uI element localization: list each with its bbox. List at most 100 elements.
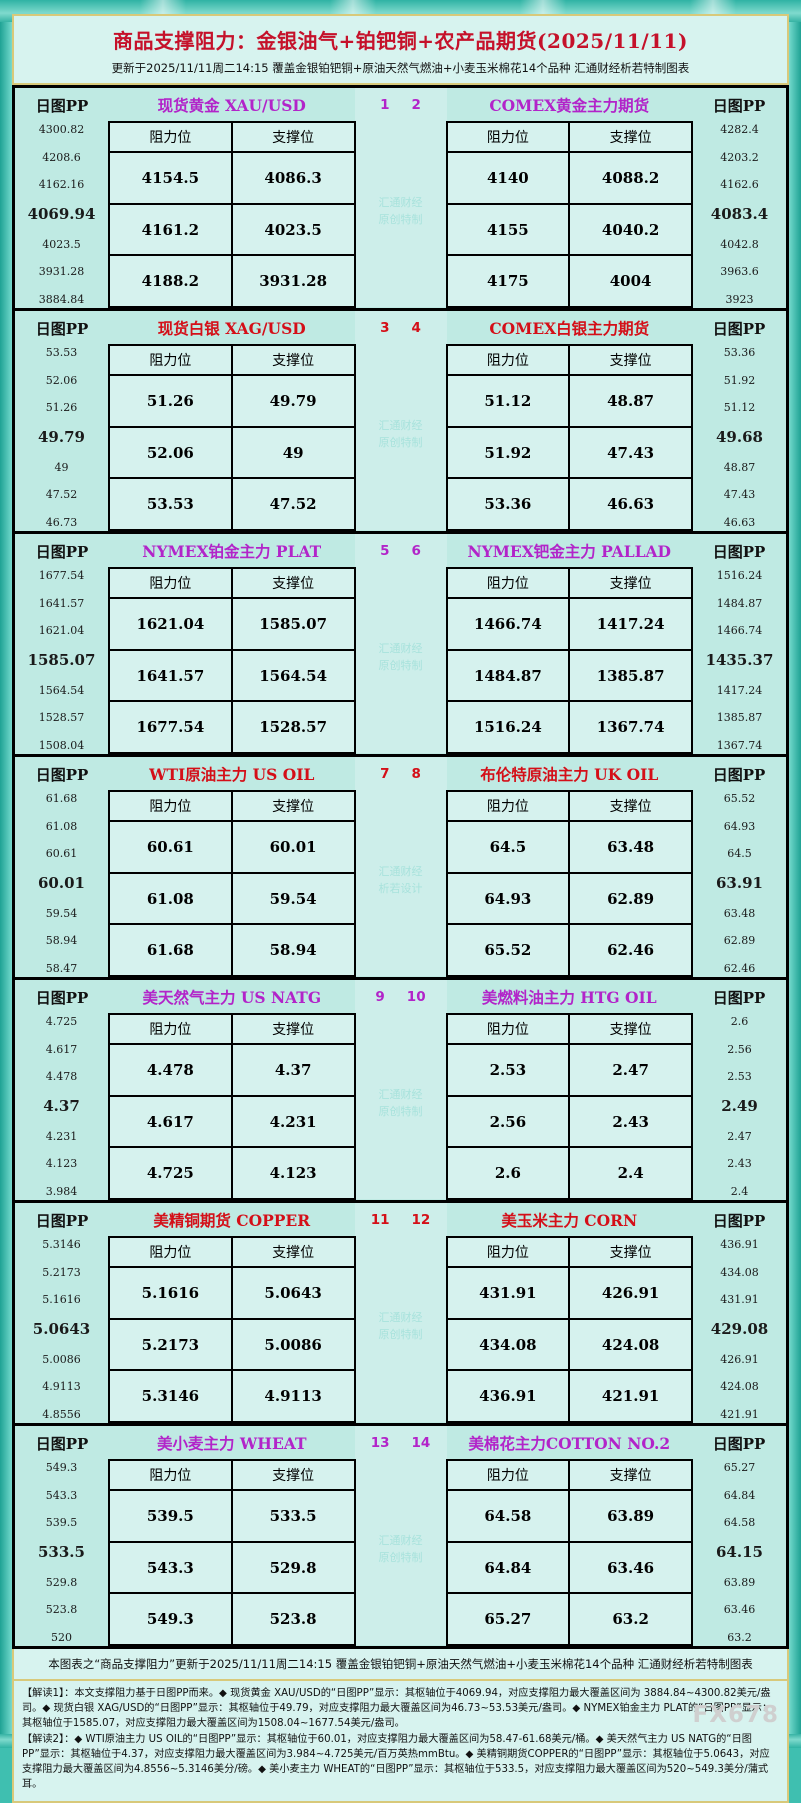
support-value-right: 47.43 <box>568 425 693 480</box>
pivot-value: 4.231 <box>45 1129 78 1143</box>
support-value-left: 4.9113 <box>230 1369 356 1423</box>
pivot-value: 1417.24 <box>716 683 763 697</box>
footer-summary: 本图表之“商品支撑阻力”更新于2025/11/11周二14:15 覆盖金银铂钯铜… <box>12 1649 789 1681</box>
resistance-value-left: 5.3146 <box>108 1369 233 1423</box>
pp-label-left: 日图PP <box>15 534 109 568</box>
pivot-value: 2.43 <box>727 1157 752 1171</box>
block-header-row: 日图PP 现货白银 XAG/USD 3 4 COMEX白银主力期货 日图PP <box>15 311 786 345</box>
pivot-point-column: 65.52 64.93 64.5 63.91 63.48 62.89 62.46 <box>693 791 786 976</box>
table-row: 4.725 4.123 2.6 2.4 <box>15 1146 786 1200</box>
instrument-block: 日图PP NYMEX铂金主力 PLAT 5 6 NYMEX钯金主力 PALLAD 日图PP… <box>15 534 786 757</box>
resistance-value-right: 51.12 <box>445 374 571 428</box>
resistance-value-right: 4140 <box>445 151 571 205</box>
pivot-value: 5.1616 <box>42 1293 81 1307</box>
pivot-value: 434.08 <box>720 1265 759 1279</box>
resistance-value-right: 51.92 <box>445 425 571 480</box>
watermark-text: 析若设计 <box>378 881 423 895</box>
instrument-name-left: 现货黄金 XAU/USD <box>109 88 355 122</box>
resistance-value-left: 4.725 <box>108 1146 233 1200</box>
watermark-text: 汇通财经 <box>378 419 423 432</box>
support-value-right: 421.91 <box>568 1369 693 1423</box>
instrument-block: 日图PP 现货白银 XAG/USD 3 4 COMEX白银主力期货 日图PP 53.53 52… <box>15 311 786 534</box>
pivot-point-column: 5.3146 5.2173 5.1616 5.0643 5.0086 4.9113 4.85… <box>15 1237 108 1422</box>
note-1: 【解读1】：本文支撑阻力基于日图PP而来。◆ 现货黄金 XAU/USD的“日图P… <box>22 1688 773 1729</box>
instrument-name-right: 美玉米主力 CORN <box>446 1203 692 1237</box>
watermark-text: 汇通财经 <box>378 196 423 209</box>
table-row: 549.3 523.8 65.27 63.2 <box>15 1592 786 1646</box>
resistance-value-right: 2.53 <box>445 1043 571 1097</box>
pivot-value: 51.92 <box>723 373 756 387</box>
pivot-value: 1516.24 <box>716 569 763 582</box>
center-watermark-column: 汇通财经 原创特制 <box>354 1237 447 1422</box>
pivot-value: 61.08 <box>45 819 78 833</box>
pivot-point-column: 4282.4 4203.2 4162.6 4083.4 4042.8 3963.6 3923 <box>693 122 786 307</box>
table-row: 4.617 4.231 2.56 2.43 <box>15 1094 786 1149</box>
center-watermark-column: 汇通财经 原创特制 <box>354 568 447 753</box>
support-value-left: 47.52 <box>230 477 356 531</box>
resistance-value-left: 4188.2 <box>108 254 233 308</box>
watermark-text: 原创特制 <box>378 1550 423 1564</box>
resistance-value-right: 53.36 <box>445 477 571 531</box>
support-value-left: 5.0643 <box>230 1266 356 1320</box>
pivot-value-main: 49.79 <box>38 427 85 446</box>
pp-label-right: 日图PP <box>692 88 786 122</box>
pivot-point-column: 53.36 51.92 51.12 49.68 48.87 47.43 46.63 <box>693 345 786 530</box>
support-value-left: 4023.5 <box>230 202 356 257</box>
resistance-value-right: 2.6 <box>445 1146 571 1200</box>
table-row: 5.2173 5.0086 434.08 424.08 <box>15 1317 786 1372</box>
pivot-value-main: 4083.4 <box>710 204 769 223</box>
support-value-right: 2.4 <box>568 1146 693 1200</box>
pp-label-right: 日图PP <box>692 1203 786 1237</box>
support-value-left: 523.8 <box>230 1592 356 1646</box>
instrument-name-right: 布伦特原油主力 UK OIL <box>446 757 692 791</box>
pivot-value: 4.617 <box>45 1042 78 1056</box>
pivot-value: 64.84 <box>723 1488 756 1502</box>
pivot-value: 4162.6 <box>720 178 759 192</box>
pivot-value: 65.27 <box>723 1461 756 1474</box>
resistance-value-left: 60.61 <box>108 820 233 874</box>
column-header-row: 1677.54 1641.57 1621.04 1585.07 1564.54 1528.… <box>15 566 786 753</box>
pivot-value: 529.8 <box>45 1575 78 1589</box>
pivot-column-left: 61.68 61.08 60.61 60.01 59.54 58.94 58.47 <box>15 791 109 976</box>
support-value-right: 2.43 <box>568 1094 693 1149</box>
pivot-value: 60.61 <box>45 847 78 861</box>
watermark-text: 原创特制 <box>378 1327 423 1341</box>
resistance-value-right: 1466.74 <box>445 597 571 651</box>
pivot-value: 46.63 <box>723 515 756 529</box>
pivot-value: 2.4 <box>730 1184 749 1198</box>
pivot-value: 424.08 <box>720 1380 759 1394</box>
pivot-value-main: 63.91 <box>716 873 763 892</box>
resistance-header-right: 阻力位 <box>445 343 571 377</box>
pivot-value: 4282.4 <box>720 123 759 136</box>
pivot-value: 543.3 <box>45 1488 78 1502</box>
pivot-column-left: 5.3146 5.2173 5.1616 5.0643 5.0086 4.9113 4.85… <box>15 1237 109 1422</box>
support-value-left: 1585.07 <box>230 597 356 651</box>
support-value-right: 4040.2 <box>568 202 693 257</box>
instrument-block: 日图PP 美小麦主力 WHEAT 13 14 美棉花主力COTTON NO.2 日图PP 5… <box>15 1426 786 1646</box>
pivot-value: 64.58 <box>723 1516 756 1530</box>
support-value-right: 1417.24 <box>568 597 693 651</box>
resistance-value-left: 53.53 <box>108 477 233 531</box>
support-value-left: 1528.57 <box>230 700 356 754</box>
pivot-value: 61.68 <box>45 792 78 805</box>
pivot-value: 63.2 <box>727 1630 752 1644</box>
pivot-value: 59.54 <box>45 906 78 920</box>
pivot-value: 62.46 <box>723 961 756 975</box>
pivot-value: 2.6 <box>730 1015 749 1028</box>
pivot-value-main: 1435.37 <box>705 650 774 669</box>
pp-label-right: 日图PP <box>692 980 786 1014</box>
pivot-value: 51.12 <box>723 401 756 415</box>
pivot-value: 539.5 <box>45 1516 78 1530</box>
pivot-value: 58.47 <box>45 961 78 975</box>
pp-label-right: 日图PP <box>692 757 786 791</box>
instrument-name-right: COMEX白银主力期货 <box>446 311 692 345</box>
pp-label-left: 日图PP <box>15 980 109 1014</box>
table-row: 61.08 59.54 64.93 62.89 <box>15 871 786 926</box>
instrument-block: 日图PP 美精铜期货 COPPER 11 12 美玉米主力 CORN 日图PP 5.3146… <box>15 1203 786 1426</box>
watermark-text: 原创特制 <box>378 435 423 449</box>
pivot-column-right: 65.52 64.93 64.5 63.91 63.48 62.89 62.46 <box>692 791 786 976</box>
pivot-point-column: 4300.82 4208.6 4162.16 4069.94 4023.5 3931.28… <box>15 122 108 307</box>
support-value-right: 2.47 <box>568 1043 693 1097</box>
pivot-point-column: 53.53 52.06 51.26 49.79 49 47.52 46.73 <box>15 345 108 530</box>
